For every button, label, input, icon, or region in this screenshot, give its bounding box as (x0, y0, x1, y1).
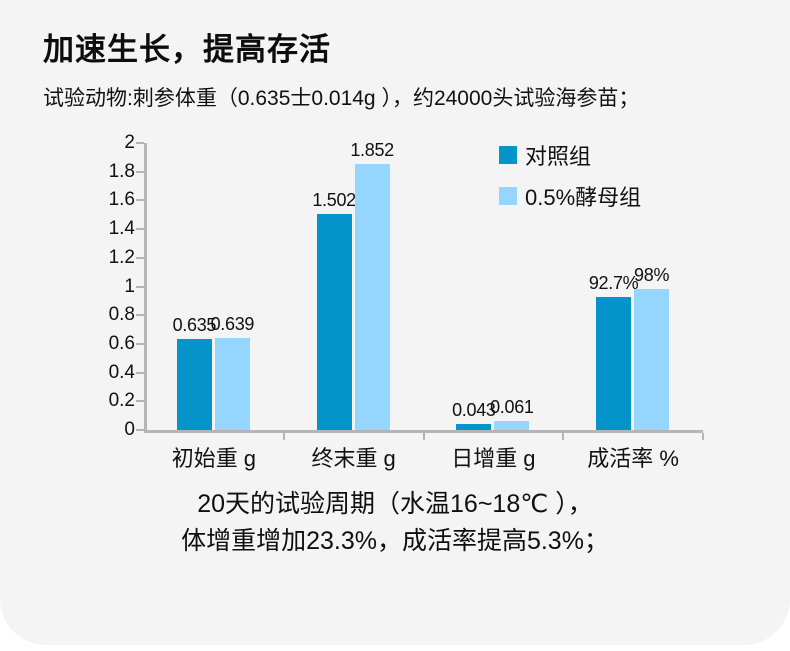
y-axis-tick-label: 0.2 (108, 390, 135, 412)
bar-control-cat2 (456, 423, 492, 430)
bar-yeast-cat0 (214, 338, 250, 430)
y-axis-tick-label: 0.4 (108, 361, 135, 383)
x-axis-label: 成活率 % (587, 446, 679, 471)
bar-yeast-cat1 (354, 164, 390, 430)
y-axis-tick (136, 371, 144, 374)
y-axis-tick-label: 0.6 (108, 332, 135, 354)
legend-swatch-control (499, 146, 517, 164)
footnote-line1: 20天的试验周期（水温16~18℃ ）， (197, 490, 593, 518)
page-title: 加速生长，提高存活 (43, 32, 331, 67)
y-axis-tick (136, 170, 144, 173)
y-axis-tick-label: 1.4 (108, 218, 135, 240)
y-axis-tick-label: 0 (124, 419, 135, 440)
bar-value-label: 98% (634, 265, 670, 286)
y-axis-tick-label: 1.6 (108, 189, 135, 211)
y-axis-tick-label: 0.8 (108, 304, 135, 326)
y-axis-tick (136, 142, 144, 144)
page-subtitle: 试验动物:刺参体重（0.635士0.014g ），约24000头试验海参苗； (43, 87, 640, 110)
legend-item-control: 对照组 (499, 139, 641, 171)
x-axis-tick (562, 433, 565, 440)
x-axis-tick (422, 433, 425, 440)
bar-chart: 2 1.8 1.6 1.4 1.2 1 0.8 0.6 0.4 0.2 0 0.635 0.639 初始重… (108, 132, 704, 471)
y-axis-tick (136, 400, 144, 403)
bar-value-label: 0.635 (172, 314, 217, 335)
legend-label-yeast: 0.5%酵母组 (525, 185, 642, 210)
y-axis-tick-label: 1.8 (108, 160, 135, 182)
footnote-line2: 体增重增加23.3%，成活率提高5.3%； (181, 527, 609, 555)
legend-swatch-yeast (499, 187, 517, 205)
y-axis-tick (136, 256, 144, 259)
bar-control-cat1 (316, 214, 352, 430)
bar-control-cat3 (596, 296, 632, 430)
y-axis-tick-label: 2 (124, 132, 135, 153)
y-axis-tick-label: 1.2 (108, 246, 135, 268)
x-axis-label: 终末重 g (311, 446, 396, 471)
y-axis-line (144, 143, 147, 433)
chart-legend: 对照组 0.5%酵母组 (499, 139, 641, 221)
bar-value-label: 0.061 (490, 397, 534, 418)
legend-item-yeast: 0.5%酵母组 (499, 180, 641, 212)
y-axis-tick (136, 285, 144, 288)
x-axis-label: 日增重 g (451, 446, 536, 471)
y-axis-tick (136, 429, 144, 431)
bar-yeast-cat2 (494, 421, 530, 430)
x-axis-tick (702, 433, 704, 440)
y-axis-tick (136, 342, 144, 345)
y-axis-tick (136, 199, 144, 202)
bar-value-label: 1.852 (350, 140, 394, 161)
bar-value-label: 0.639 (210, 314, 255, 335)
bar-value-label: 92.7% (588, 272, 639, 293)
x-axis-tick (282, 433, 285, 440)
legend-label-control: 对照组 (525, 144, 592, 169)
bar-value-label: 0.043 (452, 399, 496, 420)
x-axis-line (144, 430, 703, 433)
y-axis-tick (136, 314, 144, 317)
bar-control-cat0 (176, 338, 212, 430)
y-axis-tick-label: 1 (124, 275, 135, 297)
bar-value-label: 1.502 (312, 190, 356, 211)
bar-yeast-cat3 (634, 289, 670, 430)
x-axis-label: 初始重 g (171, 446, 257, 471)
y-axis-tick (136, 228, 144, 231)
